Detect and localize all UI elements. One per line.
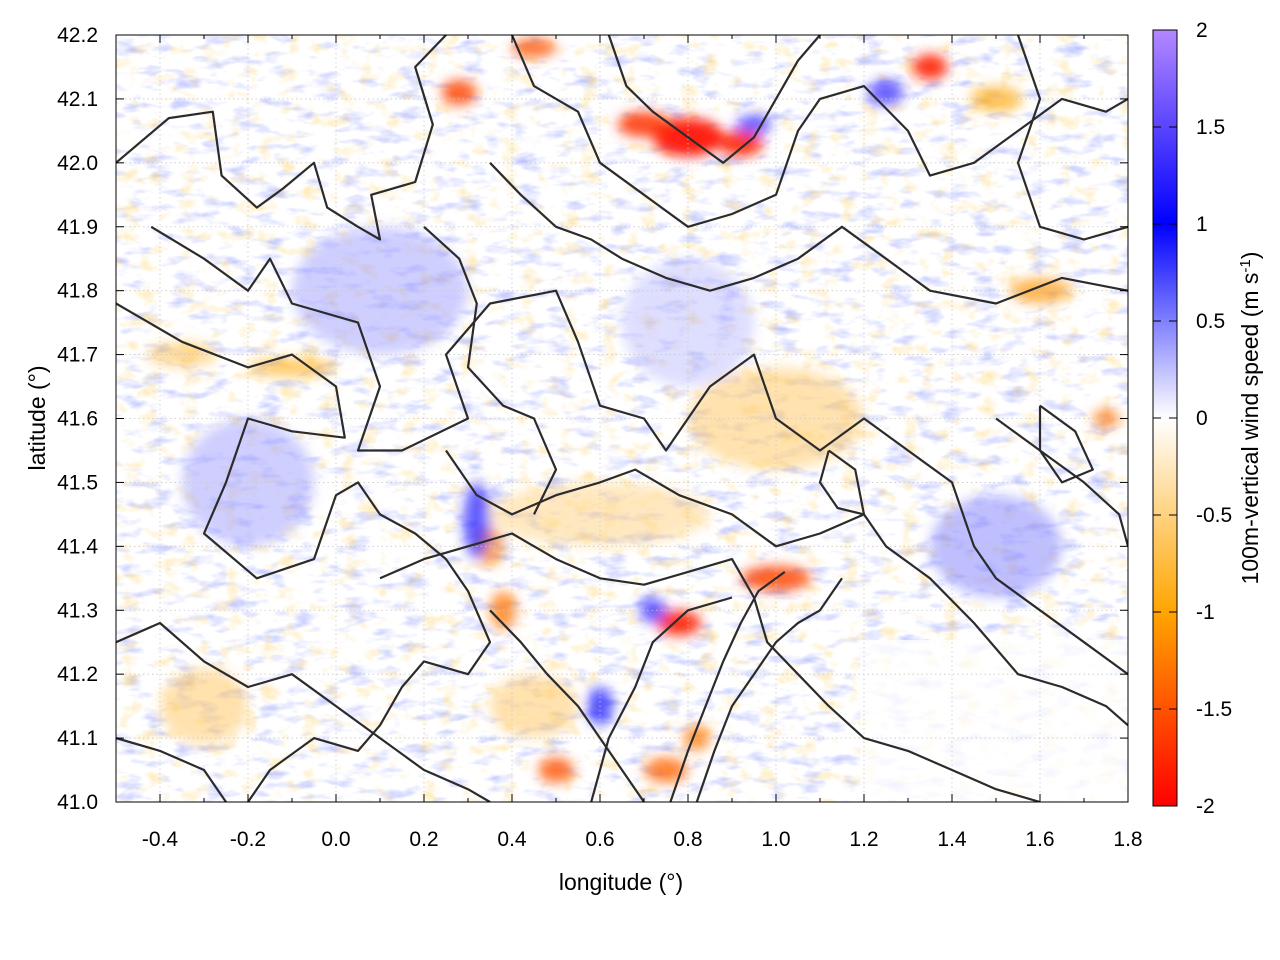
heatmap-feature bbox=[248, 357, 336, 377]
contour-line bbox=[607, 35, 821, 164]
heatmap-feature bbox=[912, 54, 948, 80]
contour-line bbox=[818, 449, 866, 516]
contour-line bbox=[590, 596, 733, 802]
y-tick-label: 41.7 bbox=[57, 344, 98, 367]
colorbar-tick-label: 2 bbox=[1196, 19, 1208, 42]
heatmap-field bbox=[116, 35, 1128, 802]
contour-line bbox=[423, 225, 558, 515]
terrain-contours bbox=[116, 35, 1128, 802]
y-tick-label: 42.2 bbox=[57, 24, 98, 47]
heatmap-feature bbox=[930, 495, 1062, 598]
contour-line bbox=[489, 162, 1128, 305]
contour-line bbox=[695, 577, 843, 802]
calm-zone bbox=[860, 640, 1128, 802]
y-tick-label: 41.3 bbox=[57, 599, 98, 622]
colorbar-tick-label: 0 bbox=[1196, 407, 1208, 430]
colorbar-tick-label: -1.5 bbox=[1196, 698, 1232, 721]
contour-line bbox=[116, 737, 227, 802]
heatmap-feature bbox=[868, 79, 904, 106]
heatmap-feature bbox=[292, 226, 468, 355]
x-tick-label: 1.4 bbox=[937, 828, 967, 851]
contour-line bbox=[116, 302, 492, 802]
heatmap-feature bbox=[969, 86, 1023, 112]
heatmap-feature bbox=[512, 38, 556, 58]
heatmap-feature bbox=[644, 757, 688, 783]
heatmap-feature bbox=[736, 114, 772, 135]
colorbar-tick-label: -2 bbox=[1196, 795, 1215, 818]
x-tick-label: 0.6 bbox=[585, 828, 614, 851]
contour-line bbox=[445, 449, 1128, 727]
y-tick-label: 42.1 bbox=[57, 88, 98, 111]
heatmap-feature bbox=[463, 482, 490, 560]
y-tick-label: 41.9 bbox=[57, 216, 98, 239]
colorbar-tick-label: -1 bbox=[1196, 601, 1215, 624]
x-tick-label: 1.6 bbox=[1025, 828, 1054, 851]
heatmap-feature bbox=[490, 482, 710, 547]
x-tick-label: 1.8 bbox=[1113, 828, 1142, 851]
contour-line bbox=[1016, 35, 1128, 241]
y-tick-label: 41.2 bbox=[57, 663, 98, 686]
x-tick-label: -0.2 bbox=[230, 828, 266, 851]
colorbar-tick-label: 0.5 bbox=[1196, 310, 1225, 333]
contour-line bbox=[489, 609, 645, 802]
colorbar-tick-label: 1.5 bbox=[1196, 116, 1225, 139]
contour-line bbox=[995, 417, 1128, 547]
y-tick-label: 41.0 bbox=[57, 791, 98, 814]
y-tick-label: 41.5 bbox=[57, 471, 98, 494]
heatmap-feature bbox=[441, 79, 477, 106]
y-axis-ticks: 41.0 41.1 41.2 41.3 41.4 41.5 41.6 41.7 41.8 41.9… bbox=[57, 24, 1128, 814]
x-tick-label: -0.4 bbox=[142, 828, 179, 851]
x-tick-label: 0.8 bbox=[673, 828, 702, 851]
colorbar-tick-label: 1 bbox=[1196, 213, 1208, 236]
y-tick-label: 41.6 bbox=[57, 408, 98, 431]
heatmap-feature bbox=[622, 258, 754, 387]
contour-line bbox=[1038, 404, 1094, 484]
x-tick-label: 0.0 bbox=[321, 828, 350, 851]
y-axis-title: latitude (°) bbox=[24, 365, 50, 470]
x-tick-label: 0.4 bbox=[497, 828, 527, 851]
y-tick-label: 41.1 bbox=[57, 727, 98, 750]
y-tick-label: 41.8 bbox=[57, 280, 98, 303]
contour-line bbox=[116, 621, 491, 802]
colorbar-title: 100m-vertical wind speed (m s-1) bbox=[1237, 252, 1263, 585]
contour-line bbox=[510, 35, 1128, 228]
heatmap-feature bbox=[718, 130, 763, 157]
colorbar-ticks: 2 1.5 1 0.5 0 -0.5 -1 -1.5 -2 bbox=[1153, 19, 1232, 818]
heatmap-feature bbox=[160, 667, 248, 745]
contour-line bbox=[116, 35, 447, 241]
x-tick-label: 1.0 bbox=[761, 828, 790, 851]
contour-line bbox=[669, 571, 786, 802]
heatmap-feature bbox=[490, 674, 578, 739]
x-axis-title: longitude (°) bbox=[559, 869, 683, 895]
x-axis-ticks: -0.4 -0.2 0.0 0.2 0.4 0.6 0.8 1.0 1.2 1.4 1.6 1.8 bbox=[115, 35, 1143, 851]
colorbar-tick-label: -0.5 bbox=[1196, 504, 1232, 527]
x-tick-label: 0.2 bbox=[409, 828, 438, 851]
y-tick-label: 42.0 bbox=[57, 152, 98, 175]
heatmap-feature bbox=[617, 111, 671, 138]
colorbar: 2 1.5 1 0.5 0 -0.5 -1 -1.5 -2 100m-vertical wind… bbox=[1152, 19, 1263, 818]
plot-area: -0.4 -0.2 0.0 0.2 0.4 0.6 0.8 1.0 1.2 1.4 1.6 1.8 4… bbox=[57, 24, 1142, 851]
heatmap-feature bbox=[538, 757, 574, 783]
y-tick-label: 41.4 bbox=[57, 535, 98, 558]
contour-line bbox=[379, 532, 1041, 802]
contour-line bbox=[150, 225, 1128, 676]
x-tick-label: 1.2 bbox=[849, 828, 878, 851]
